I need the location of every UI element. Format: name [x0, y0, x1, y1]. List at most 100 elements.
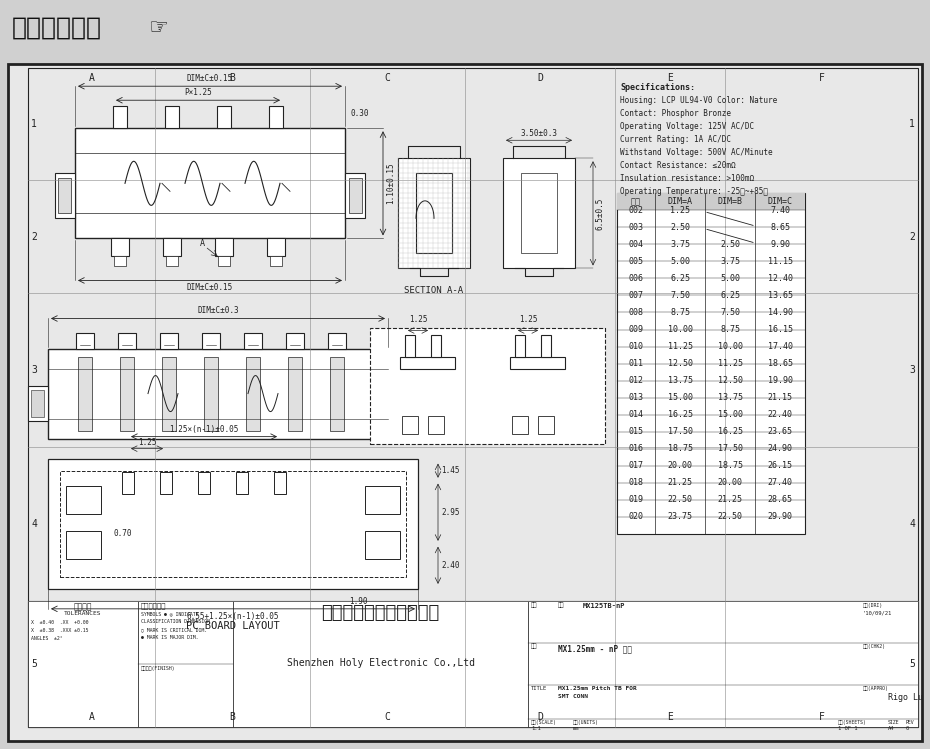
Bar — [138, 601, 233, 727]
Text: ☞: ☞ — [148, 18, 168, 38]
Text: ○ MARK IS CRITICAL DIM.: ○ MARK IS CRITICAL DIM. — [141, 628, 207, 633]
Text: 5: 5 — [31, 659, 37, 669]
Text: C: C — [385, 712, 391, 722]
Text: B: B — [230, 73, 235, 83]
Text: 工程: 工程 — [531, 603, 538, 608]
Bar — [118, 333, 136, 348]
Text: SYMBOLS ● ◎ INDICATE: SYMBOLS ● ◎ INDICATE — [141, 612, 198, 617]
Text: 页数(SHEETS): 页数(SHEETS) — [838, 720, 867, 725]
Bar — [365, 531, 400, 559]
Text: 5.00: 5.00 — [720, 274, 740, 283]
Text: PC BOARD LAYOUT: PC BOARD LAYOUT — [186, 621, 280, 631]
Text: 12.50: 12.50 — [718, 376, 742, 385]
Text: 020: 020 — [629, 512, 644, 521]
Text: 7.50: 7.50 — [670, 291, 690, 300]
Text: 16.25: 16.25 — [718, 427, 742, 436]
Text: 1:1: 1:1 — [531, 726, 540, 731]
Text: 检验尺寸标示: 检验尺寸标示 — [141, 603, 166, 610]
Bar — [66, 531, 101, 559]
Text: 制图(DRI): 制图(DRI) — [863, 603, 884, 608]
Text: 008: 008 — [629, 308, 644, 317]
Text: 单位(UNITS): 单位(UNITS) — [573, 720, 599, 725]
Bar — [388, 386, 408, 421]
Text: 6.25: 6.25 — [720, 291, 740, 300]
Text: DIM=A: DIM=A — [668, 197, 693, 206]
Bar — [405, 335, 415, 357]
Text: '10/09/21: '10/09/21 — [863, 611, 892, 616]
Bar — [288, 357, 302, 431]
Text: 3.75: 3.75 — [670, 240, 690, 249]
Text: 26.15: 26.15 — [767, 461, 792, 470]
Text: 2: 2 — [31, 232, 37, 242]
Bar — [510, 357, 565, 369]
Text: 27.40: 27.40 — [767, 478, 792, 487]
Bar — [217, 106, 231, 128]
Text: Contact Resistance: ≤20mΩ: Contact Resistance: ≤20mΩ — [620, 161, 736, 170]
Text: X  ±0.38  .XXX ±0.15: X ±0.38 .XXX ±0.15 — [31, 628, 88, 633]
Text: 17.50: 17.50 — [718, 444, 742, 453]
Text: 8.75: 8.75 — [720, 325, 740, 334]
Text: Operating Temperature: -25℃~+85℃: Operating Temperature: -25℃~+85℃ — [620, 187, 768, 196]
Bar — [48, 458, 418, 589]
Bar — [215, 238, 233, 256]
Text: 15.00: 15.00 — [718, 410, 742, 419]
Text: 8.65: 8.65 — [770, 223, 790, 232]
Bar — [66, 485, 101, 514]
Bar — [78, 357, 92, 431]
Text: 1.10±0.15: 1.10±0.15 — [386, 163, 395, 204]
Bar — [617, 193, 805, 534]
Text: 2: 2 — [909, 232, 915, 242]
Text: 17.50: 17.50 — [668, 427, 693, 436]
Text: 5.00: 5.00 — [670, 257, 690, 266]
Text: Shenzhen Holy Electronic Co.,Ltd: Shenzhen Holy Electronic Co.,Ltd — [286, 658, 474, 667]
Bar — [75, 128, 345, 238]
Bar — [617, 193, 805, 210]
Bar — [204, 357, 218, 431]
Text: F: F — [818, 712, 824, 722]
Text: 002: 002 — [629, 206, 644, 215]
Bar — [162, 357, 176, 431]
Text: 18.75: 18.75 — [668, 444, 693, 453]
Text: 13.75: 13.75 — [668, 376, 693, 385]
Text: 1.25×(n-1)±0.05: 1.25×(n-1)±0.05 — [169, 425, 239, 434]
Text: 003: 003 — [629, 223, 644, 232]
Bar — [270, 256, 282, 267]
Text: 16.15: 16.15 — [767, 325, 792, 334]
Text: 16.25: 16.25 — [668, 410, 693, 419]
Text: Withstand Voltage: 500V AC/Minute: Withstand Voltage: 500V AC/Minute — [620, 148, 773, 157]
Text: Current Rating: 1A AC/DC: Current Rating: 1A AC/DC — [620, 136, 731, 145]
Text: Rigo Lu: Rigo Lu — [888, 693, 923, 702]
Bar — [28, 386, 48, 421]
Text: 1.25: 1.25 — [670, 206, 690, 215]
Text: 12.50: 12.50 — [668, 359, 693, 368]
Text: Contact: Phosphor Bronze: Contact: Phosphor Bronze — [620, 109, 731, 118]
Text: 0.30: 0.30 — [350, 109, 368, 118]
Text: 在线图纸下载: 在线图纸下载 — [12, 16, 102, 40]
Text: 一般公差: 一般公差 — [73, 603, 92, 612]
Text: 1.25: 1.25 — [138, 437, 156, 446]
Text: F: F — [818, 73, 824, 83]
Text: 11.25: 11.25 — [718, 359, 742, 368]
Text: 10.00: 10.00 — [718, 342, 742, 351]
Text: 13.75: 13.75 — [718, 393, 742, 402]
Text: 核准(APPRO): 核准(APPRO) — [863, 686, 889, 691]
Bar — [114, 256, 126, 267]
Text: 0: 0 — [906, 726, 910, 731]
Text: 1: 1 — [31, 119, 37, 130]
Bar — [515, 335, 525, 357]
Bar — [400, 357, 455, 369]
Text: 表面处理(FINISH): 表面处理(FINISH) — [141, 666, 176, 671]
Text: 6.55+1.25×(n-1)±0.05: 6.55+1.25×(n-1)±0.05 — [187, 612, 279, 621]
Text: 014: 014 — [629, 410, 644, 419]
Bar — [244, 333, 262, 348]
Text: SIZE: SIZE — [888, 720, 899, 725]
Text: 3: 3 — [909, 365, 915, 375]
Bar — [330, 357, 344, 431]
Bar — [233, 601, 528, 727]
Bar — [398, 158, 470, 268]
Text: SECTION A-A: SECTION A-A — [405, 286, 463, 295]
Text: 019: 019 — [629, 495, 644, 504]
Bar — [120, 357, 134, 431]
Text: X  ±0.40  .XX  +0.00: X ±0.40 .XX +0.00 — [31, 620, 88, 625]
Text: 3.75: 3.75 — [720, 257, 740, 266]
